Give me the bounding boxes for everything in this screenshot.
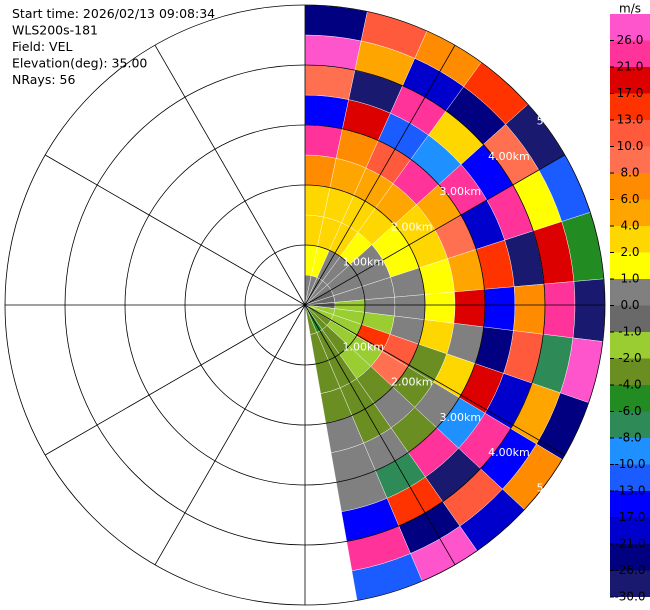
colorbar-segment	[610, 120, 650, 147]
ring-label: 4.00km	[488, 150, 530, 163]
colorbar-label: 8.0	[620, 166, 639, 180]
colorbar-segment	[610, 438, 650, 465]
colorbar-unit: m/s	[619, 2, 641, 16]
ring-label: 5.00km	[537, 115, 579, 128]
colorbar-segment	[610, 464, 650, 491]
spoke	[154, 44, 306, 306]
header: Start time: 2026/02/13 09:08:34 WLS200s-1…	[12, 6, 215, 87]
colorbar-label: -26.0	[614, 563, 645, 577]
colorbar-label: 0.0	[620, 298, 639, 312]
header-line: Start time: 2026/02/13 09:08:34	[12, 6, 215, 21]
colorbar-segment	[610, 358, 650, 385]
colorbar-label: 21.0	[617, 60, 644, 74]
colorbar-label: 2.0	[620, 245, 639, 259]
gates	[304, 4, 606, 601]
gate	[304, 124, 343, 159]
colorbar-segment	[610, 544, 650, 571]
colorbar-label: -1.0	[618, 325, 641, 339]
spoke	[44, 304, 306, 456]
colorbar: -30.0 -26.0 -21.0 -17.0 -13.0 -10.0 -8.0 -6.0 -4…	[610, 2, 650, 604]
colorbar-label: 1.0	[620, 272, 639, 286]
colorbar-segment	[610, 279, 650, 306]
colorbar-segment	[610, 146, 650, 173]
spoke	[304, 304, 566, 456]
colorbar-segment	[610, 67, 650, 94]
ring-label: 2.00km	[391, 220, 433, 233]
header-line: Elevation(deg): 35.00	[12, 56, 147, 71]
colorbar-label: -17.0	[614, 510, 645, 524]
ring-label: 1.00km	[342, 340, 384, 353]
colorbar-segment	[610, 226, 650, 253]
colorbar-label: 26.0	[617, 33, 644, 47]
colorbar-segment	[610, 199, 650, 226]
spoke	[304, 304, 456, 566]
gate	[513, 283, 546, 335]
ring-label: 5.00km	[537, 481, 579, 494]
colorbar-segment	[610, 332, 650, 359]
ring-label: 2.00km	[391, 376, 433, 389]
range-grid: 1.00km 1.00km 2.00km 2.00km 3.00km 3.00km 4.00…	[4, 4, 606, 606]
colorbar-label: 17.0	[617, 86, 644, 100]
spoke	[44, 154, 306, 306]
gate	[542, 281, 576, 339]
colorbar-label: -10.0	[614, 457, 645, 471]
ring-label: 3.00km	[440, 185, 482, 198]
colorbar-segment	[610, 305, 650, 332]
spoke	[304, 44, 456, 306]
gate	[453, 289, 486, 328]
colorbar-label: -21.0	[614, 537, 645, 551]
colorbar-label: -8.0	[618, 431, 641, 445]
colorbar-segment	[610, 93, 650, 120]
colorbar-label: -13.0	[614, 484, 645, 498]
colorbar-segment	[610, 570, 650, 597]
colorbar-label: -4.0	[618, 378, 641, 392]
colorbar-label: -30.0	[614, 590, 645, 604]
ring-label: 1.00km	[342, 256, 384, 269]
colorbar-label: 4.0	[620, 219, 639, 233]
colorbar-segment	[610, 14, 650, 41]
header-line: NRays: 56	[12, 72, 75, 87]
gate	[572, 278, 606, 342]
ring-label: 3.00km	[440, 411, 482, 424]
colorbar-label: 13.0	[617, 113, 644, 127]
ring-label: 4.00km	[488, 446, 530, 459]
gate	[304, 94, 349, 130]
colorbar-label: 6.0	[620, 192, 639, 206]
gate	[483, 286, 516, 331]
header-line: WLS200s-181	[12, 23, 98, 38]
spoke	[154, 304, 306, 566]
gate	[304, 64, 356, 100]
colorbar-segment	[610, 411, 650, 438]
colorbar-label: -6.0	[618, 404, 641, 418]
colorbar-segment	[610, 517, 650, 544]
colorbar-segment	[610, 491, 650, 518]
gate	[394, 294, 426, 320]
colorbar-segment	[610, 40, 650, 67]
header-line: Field: VEL	[12, 39, 72, 54]
colorbar-segment	[610, 173, 650, 200]
colorbar-segment	[610, 385, 650, 412]
spoke	[304, 154, 566, 306]
gate	[423, 291, 456, 324]
colorbar-label: -2.0	[618, 351, 641, 365]
colorbar-segment	[610, 252, 650, 279]
colorbar-label: 10.0	[617, 139, 644, 153]
